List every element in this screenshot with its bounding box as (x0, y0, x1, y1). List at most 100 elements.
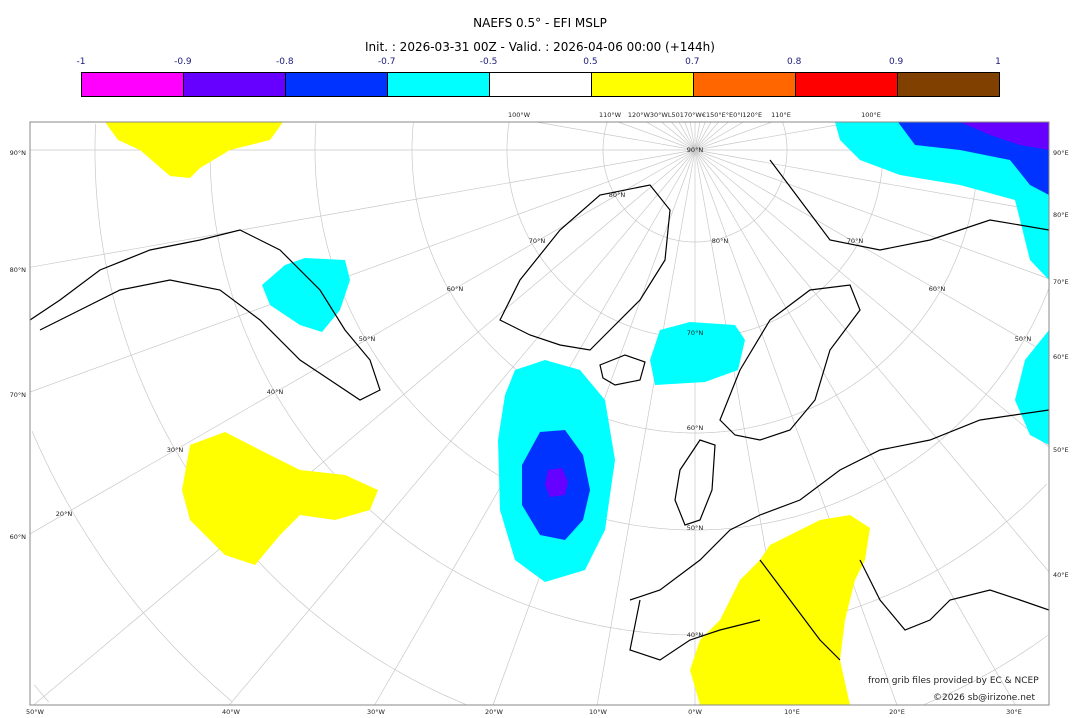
efi-shading (105, 122, 1049, 705)
axis-label: 30°E (1006, 708, 1022, 716)
meridian-line (30, 149, 696, 535)
map-frame (29, 121, 1050, 706)
coastline-north-america (30, 229, 381, 401)
meridian-line (30, 149, 696, 393)
axis-label: 60°N (687, 424, 704, 432)
colorbar-segment (898, 73, 999, 96)
colorbar-segment (184, 73, 286, 96)
coastline-scandinavia (719, 284, 861, 441)
purple-area-siberia (960, 122, 1049, 150)
axis-label: 40°N (267, 388, 284, 396)
parallel-circle (506, 122, 884, 339)
axis-label: 40°W (222, 708, 241, 716)
meridian-line (694, 149, 1016, 705)
axis-label: 120°W30°WL50170°W€150°E°E0°I120°E (628, 111, 762, 119)
colorbar-segment (490, 73, 592, 96)
map-title: NAEFS 0.5° - EFI MSLP (473, 16, 607, 30)
colorbar-segment (82, 73, 184, 96)
colorbar-label: 0.9 (888, 57, 904, 67)
axis-label: 100°E (861, 111, 881, 119)
axis-label: 110°W (599, 111, 622, 119)
axis-label: 30°W (367, 708, 386, 716)
meridian-line (646, 122, 696, 151)
axis-label: 50°N (1015, 335, 1032, 343)
yellow-area-alaska (105, 122, 283, 178)
colorbar-label: -0.7 (377, 57, 396, 67)
colorbar-label: 0.8 (787, 57, 802, 67)
cyan-area-siberia (835, 122, 1049, 280)
colorbar-segment (592, 73, 694, 96)
colorbar (81, 72, 1000, 97)
axis-label: 60°N (929, 285, 946, 293)
axis-label: 20°W (485, 708, 504, 716)
meridian-line (694, 149, 1049, 448)
axis-label: 50°E (1053, 446, 1069, 454)
axis-label: 60°N (447, 285, 464, 293)
axis-label: 70°N (529, 237, 546, 245)
axis-label: 70°N (687, 329, 704, 337)
meridian-line (694, 122, 773, 151)
axis-label: 40°E (1053, 571, 1069, 579)
parallel-circle (31, 431, 233, 702)
axis-label: 80°N (712, 237, 729, 245)
axis-label: 90°E (1053, 149, 1069, 157)
parallel-circle (34, 684, 49, 703)
axis-label: 70°E (1053, 278, 1069, 286)
axis-label: 50°N (359, 335, 376, 343)
cyan-area-russia-east (1015, 330, 1049, 445)
meridian-line (694, 122, 706, 151)
meridian-line (229, 149, 696, 705)
meridian-line (536, 122, 696, 151)
parallel-circle (411, 122, 979, 434)
coastline-greenland (499, 184, 671, 351)
axis-label: 80°N (10, 266, 27, 274)
meridian-line (694, 149, 1049, 213)
purple-area-midatlantic (545, 468, 568, 497)
coastlines (30, 159, 1049, 661)
axis-label: 100°W (508, 111, 531, 119)
meridian-line (694, 149, 898, 705)
axis-label: 70°N (847, 237, 864, 245)
parallel-circle (209, 124, 1048, 636)
axis-label: 20°N (56, 510, 73, 518)
axis-label: 0°W (688, 708, 702, 716)
map-subtitle: Init. : 2026-03-31 00Z - Valid. : 2026-0… (365, 40, 715, 54)
cyan-area-norwegian-sea (650, 322, 745, 385)
yellow-area-mediterranean (690, 515, 870, 705)
colorbar-label: 1 (995, 57, 1001, 67)
meridian-line (30, 149, 696, 268)
colorbar-segment (388, 73, 490, 96)
axis-label: 10°E (784, 708, 800, 716)
coastline-russia-arctic (769, 159, 1049, 251)
axis-label: 110°E (771, 111, 791, 119)
meridian-line (596, 149, 696, 705)
axis-label: 50°W (26, 708, 45, 716)
axis-label: 90°N (687, 146, 704, 154)
meridian-line (661, 122, 696, 151)
meridian-line (684, 122, 696, 151)
copyright-credit: ©2026 sb@irizone.net (933, 693, 1035, 703)
meridian-line (694, 122, 719, 151)
coastline-uk-ireland (674, 439, 716, 526)
meridian-line (33, 149, 696, 705)
colorbar-segment (694, 73, 796, 96)
axis-label: 60°N (10, 533, 27, 541)
meridian-line (694, 122, 712, 151)
meridian-line (694, 122, 854, 151)
axis-label: 60°E (1053, 353, 1069, 361)
axis-label: 70°N (10, 391, 27, 399)
meridian-line (617, 122, 696, 151)
meridian-line (678, 122, 696, 151)
meridian-line (694, 122, 701, 151)
axis-label: 80°E (1053, 211, 1069, 219)
meridian-line (694, 122, 744, 151)
axis-label: 10°W (589, 708, 608, 716)
colorbar-label: -1 (76, 57, 86, 67)
colorbar-label: 0.5 (583, 57, 598, 67)
colorbar-label: -0.8 (275, 57, 294, 67)
cyan-area-canada (262, 258, 350, 332)
yellow-area-atlantic (182, 432, 378, 565)
axis-label: 80°N (609, 191, 626, 199)
